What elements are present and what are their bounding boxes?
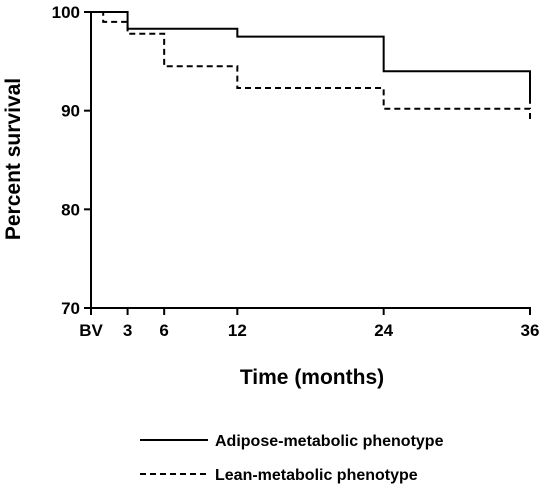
y-tick-label: 90 bbox=[61, 102, 80, 121]
x-tick-label: 3 bbox=[123, 321, 132, 340]
x-tick-label: 36 bbox=[521, 321, 540, 340]
x-axis-title: Time (months) bbox=[240, 366, 384, 389]
legend-label-2: Lean-metabolic phenotype bbox=[215, 467, 418, 484]
y-axis-title: Percent survival bbox=[2, 78, 25, 240]
y-tick-label: 70 bbox=[61, 299, 80, 318]
legend: Adipose-metabolic phenotype Lean-metaboli… bbox=[140, 433, 444, 484]
series-line-2 bbox=[91, 11, 531, 121]
plot-area bbox=[91, 11, 531, 121]
series-line-1 bbox=[91, 11, 531, 104]
y-tick-label: 100 bbox=[52, 3, 80, 22]
x-tick-label: BV bbox=[79, 321, 103, 340]
x-tick-label: 12 bbox=[228, 321, 247, 340]
legend-label-1: Adipose-metabolic phenotype bbox=[215, 433, 444, 450]
x-tick-label: 6 bbox=[159, 321, 168, 340]
y-tick-label: 80 bbox=[61, 200, 80, 219]
x-tick-label: 24 bbox=[374, 321, 393, 340]
